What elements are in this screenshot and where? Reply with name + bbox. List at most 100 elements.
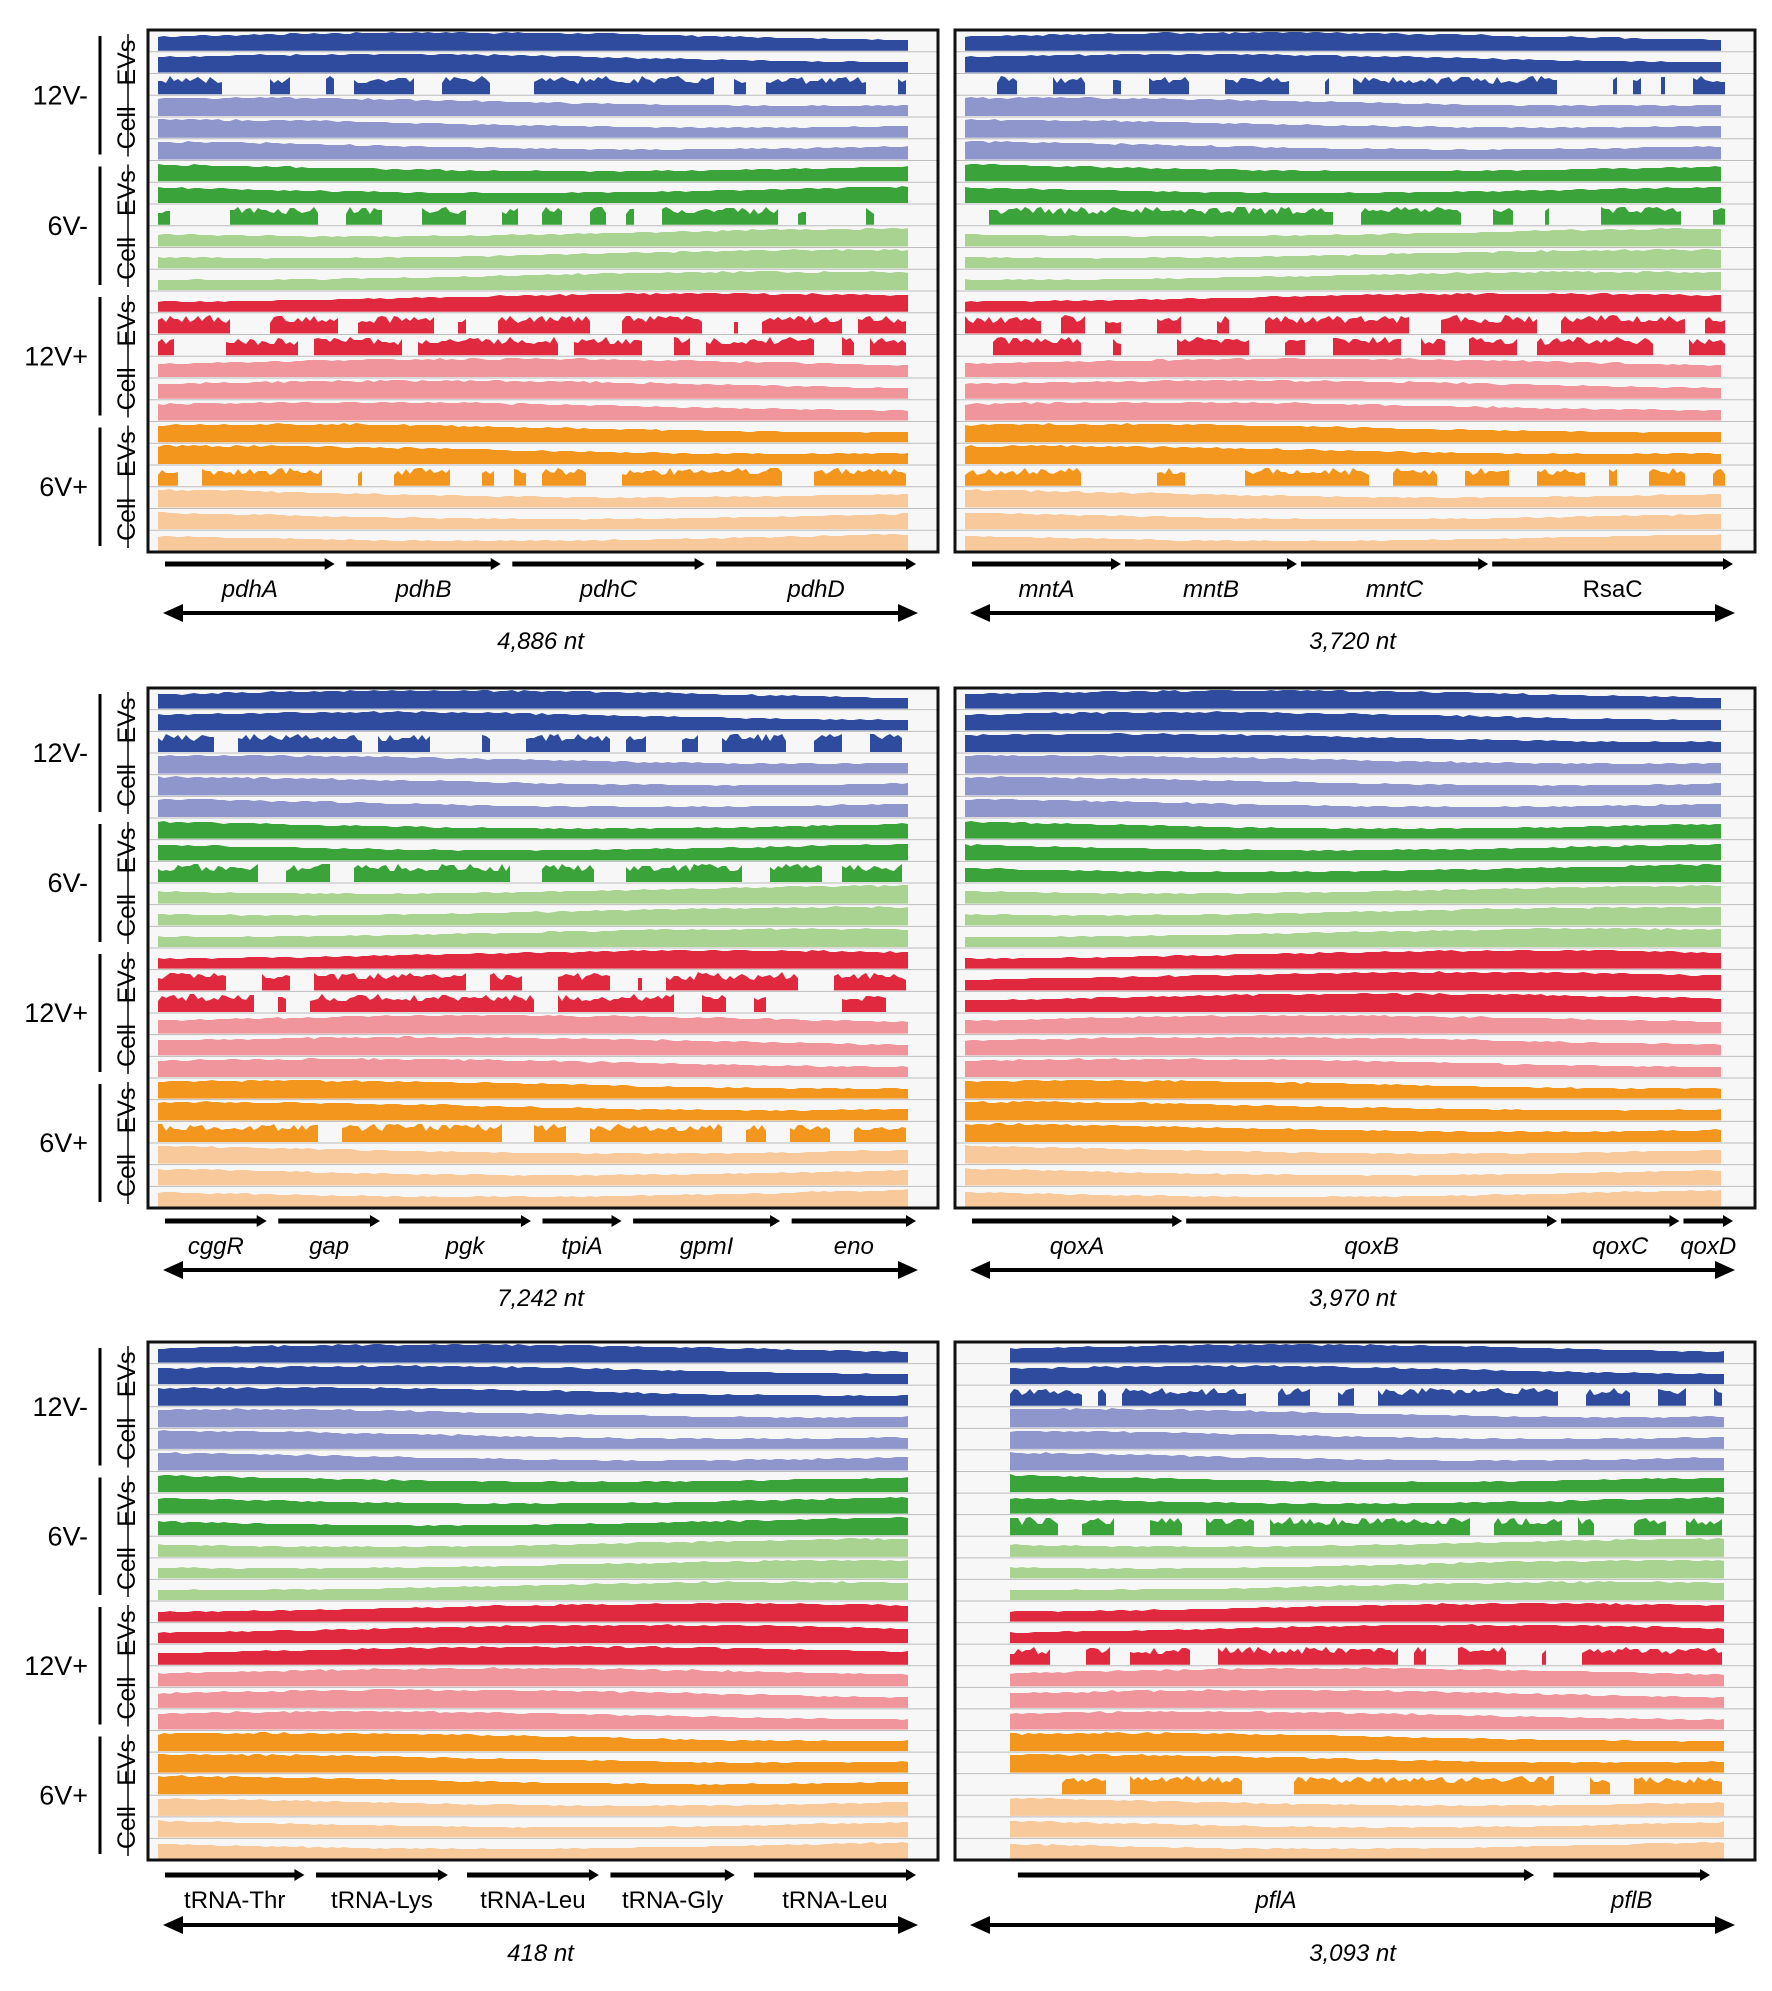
- coverage-area: [1206, 1518, 1254, 1536]
- ev-sublabel: EVs: [113, 170, 141, 216]
- coverage-area: [158, 211, 170, 225]
- coverage-track-12V--cell: [158, 97, 908, 116]
- gene-RsaC: RsaC: [1492, 558, 1733, 603]
- coverage-track-6V--ev: [158, 1517, 908, 1536]
- coverage-area: [158, 1732, 908, 1752]
- coverage-area: [158, 119, 908, 138]
- coverage-area: [798, 212, 806, 225]
- coverage-area: [965, 402, 1721, 421]
- coverage-area: [1713, 208, 1725, 225]
- coverage-area: [1149, 77, 1189, 95]
- coverage-area: [158, 293, 908, 312]
- coverage-track-12V--cell: [158, 119, 908, 138]
- coverage-track-12V--cell: [158, 755, 908, 774]
- coverage-area: [158, 1624, 908, 1644]
- coverage-track-6V+-ev: [1010, 1732, 1724, 1752]
- coverage-area: [1010, 1538, 1724, 1557]
- coverage-track-6V+-cell: [1010, 1842, 1724, 1859]
- coverage-area: [158, 423, 908, 443]
- coverage-area: [1278, 1388, 1310, 1406]
- coverage-area: [1686, 1518, 1722, 1536]
- coverage-area: [158, 164, 908, 182]
- coverage-area: [574, 337, 642, 356]
- coverage-area: [158, 950, 908, 969]
- coverage-area: [965, 711, 1721, 731]
- coverage-track-12V+-ev: [158, 293, 908, 312]
- coverage-area: [965, 1168, 1721, 1186]
- coverage-area: [542, 468, 586, 486]
- coverage-area: [1714, 1388, 1722, 1406]
- coverage-area: [158, 799, 908, 817]
- coverage-track-12V+-ev: [158, 315, 906, 334]
- length-scale: 3,970 nt: [970, 1261, 1735, 1312]
- coverage-area: [534, 1124, 566, 1142]
- coverage-area: [989, 207, 1333, 225]
- coverage-track-6V+-cell: [158, 1820, 908, 1838]
- coverage-track-12V+-cell: [965, 1058, 1721, 1077]
- gene-arrow-head: [1547, 1215, 1558, 1227]
- coverage-track-6V+-cell: [965, 513, 1721, 530]
- gene-arrow-head: [324, 558, 335, 570]
- coverage-area: [230, 207, 318, 225]
- coverage-track-6V+-cell: [965, 1190, 1721, 1207]
- coverage-area: [1053, 77, 1085, 95]
- length-arrow-left-head: [970, 1916, 990, 1934]
- coverage-area: [158, 928, 908, 947]
- coverage-track-12V+-ev: [965, 993, 1721, 1012]
- cell-sublabel: Cell: [113, 894, 141, 937]
- ev-sublabel: EVs: [113, 1351, 141, 1397]
- condition-label: 12V+: [24, 998, 88, 1028]
- coverage-area: [558, 973, 610, 991]
- coverage-area: [993, 337, 1081, 356]
- condition-label: 6V+: [39, 1128, 88, 1158]
- length-label: 3,093 nt: [1309, 1940, 1397, 1967]
- coverage-track-6V--ev: [965, 844, 1721, 861]
- gene-mntB: mntB: [1125, 558, 1297, 603]
- gene-arrow-head: [1111, 558, 1121, 570]
- coverage-area: [1378, 1388, 1558, 1406]
- coverage-area: [158, 1430, 908, 1449]
- coverage-track-6V--ev: [989, 207, 1725, 225]
- coverage-area: [482, 471, 494, 486]
- coverage-track-6V--cell: [158, 1581, 908, 1600]
- gene-label: qoxD: [1680, 1233, 1736, 1260]
- coverage-area: [1010, 1452, 1724, 1471]
- gene-label: gpmI: [680, 1233, 734, 1260]
- gene-qoxD: qoxD: [1680, 1215, 1736, 1260]
- coverage-area: [1590, 1777, 1610, 1795]
- ev-sublabel: EVs: [113, 40, 141, 86]
- coverage-area: [158, 141, 908, 160]
- coverage-track-12V+-cell: [158, 358, 908, 377]
- coverage-track-12V+-ev: [1010, 1647, 1722, 1665]
- coverage-area: [158, 470, 178, 486]
- coverage-area: [965, 32, 1721, 51]
- coverage-area: [1010, 1365, 1724, 1385]
- coverage-area: [814, 468, 906, 486]
- coverage-area: [1010, 1689, 1724, 1708]
- coverage-area: [1693, 76, 1725, 95]
- cell-sublabel: Cell: [113, 1806, 141, 1849]
- coverage-area: [238, 734, 362, 752]
- coverage-track-12V--cell: [158, 1430, 908, 1449]
- coverage-area: [746, 1125, 766, 1142]
- cell-sublabel: Cell: [113, 764, 141, 807]
- coverage-area: [706, 337, 814, 356]
- coverage-track-12V--ev: [1010, 1344, 1724, 1363]
- ev-sublabel: EVs: [113, 1088, 141, 1134]
- ev-sublabel: EVs: [113, 1610, 141, 1656]
- coverage-area: [1537, 337, 1653, 356]
- coverage-track-12V--ev: [158, 1387, 908, 1406]
- coverage-track-12V--cell: [158, 141, 908, 160]
- coverage-track-6V+-cell: [1010, 1798, 1724, 1816]
- coverage-area: [965, 249, 1721, 269]
- coverage-area: [965, 1145, 1721, 1164]
- coverage-area: [1658, 1388, 1686, 1406]
- coverage-track-12V--ev: [158, 1344, 908, 1363]
- coverage-area: [766, 77, 866, 95]
- coverage-area: [158, 1452, 908, 1471]
- coverage-area: [1270, 1517, 1470, 1536]
- coverage-area: [1441, 315, 1537, 334]
- ev-sublabel: EVs: [113, 301, 141, 347]
- coverage-area: [418, 337, 558, 356]
- coverage-area: [1177, 337, 1249, 356]
